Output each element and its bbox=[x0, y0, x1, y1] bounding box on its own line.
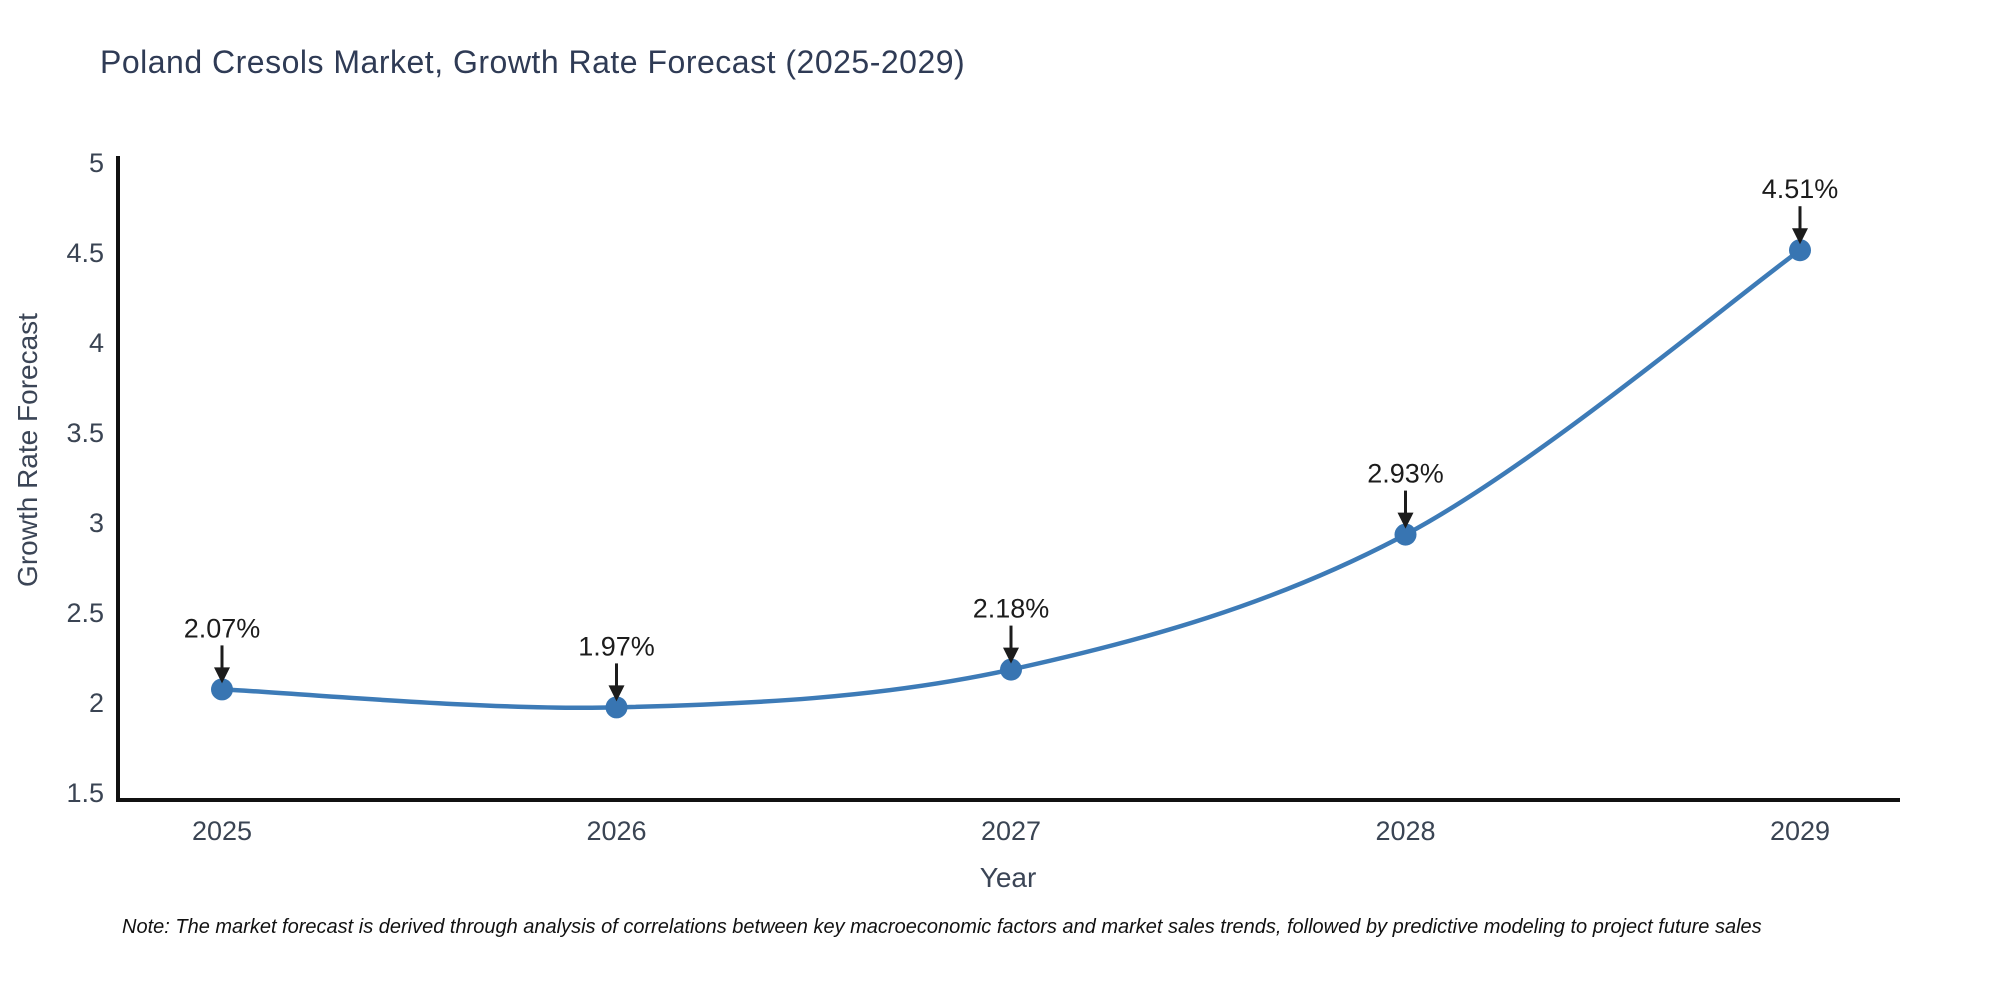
x-tick-label: 2029 bbox=[1770, 816, 1830, 846]
annotation-arrow-head bbox=[1792, 228, 1808, 245]
x-tick-label: 2028 bbox=[1375, 816, 1435, 846]
y-tick-label: 4.5 bbox=[66, 238, 104, 268]
annotation-arrow-head bbox=[214, 667, 230, 684]
data-point-label: 2.07% bbox=[184, 613, 261, 643]
data-point-label: 1.97% bbox=[578, 631, 655, 661]
y-tick-label: 3 bbox=[89, 508, 104, 538]
data-point-marker bbox=[211, 678, 233, 701]
data-point-label: 2.93% bbox=[1367, 459, 1444, 489]
y-tick-label: 2 bbox=[89, 688, 104, 718]
data-point-label: 4.51% bbox=[1762, 174, 1839, 204]
y-tick-label: 2.5 bbox=[66, 598, 104, 628]
footnote: Note: The market forecast is derived thr… bbox=[122, 916, 1762, 938]
x-tick-label: 2027 bbox=[981, 816, 1041, 846]
annotation-arrow-head bbox=[1397, 512, 1414, 529]
chart-title: Poland Cresols Market, Growth Rate Forec… bbox=[100, 44, 966, 80]
data-point-marker bbox=[1394, 523, 1417, 546]
x-axis-title: Year bbox=[979, 862, 1037, 893]
forecast-line bbox=[219, 247, 1803, 711]
data-point-label: 2.18% bbox=[973, 594, 1050, 624]
data-point-marker bbox=[1000, 658, 1022, 681]
annotation-arrow-head bbox=[608, 685, 625, 702]
x-tick-label: 2026 bbox=[586, 816, 646, 846]
annotation-arrow-head bbox=[1003, 647, 1019, 664]
y-tick-label: 4 bbox=[89, 328, 104, 358]
data-point-marker bbox=[1789, 239, 1811, 262]
y-tick-label: 3.5 bbox=[66, 418, 104, 448]
data-point-marker bbox=[605, 696, 628, 719]
x-tick-label: 2025 bbox=[192, 816, 252, 846]
y-tick-label: 5 bbox=[89, 148, 104, 178]
y-tick-label: 1.5 bbox=[66, 778, 104, 808]
